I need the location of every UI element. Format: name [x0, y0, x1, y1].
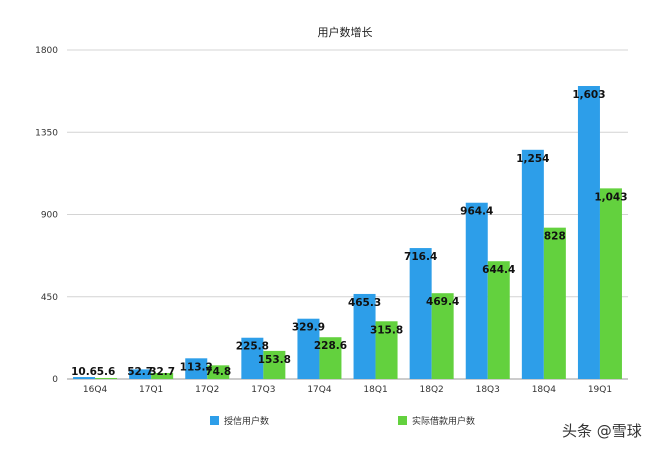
bar-borrowers-17Q2 [207, 365, 230, 379]
bar-borrowers-19Q1 [599, 188, 622, 379]
data-label: 964.4 [460, 206, 493, 218]
x-tick-label: 18Q1 [363, 385, 387, 395]
bar-authorized-17Q4 [297, 318, 320, 379]
bar-authorized-19Q1 [577, 86, 600, 379]
x-tick-label: 17Q4 [307, 385, 332, 395]
y-axis-ticks: 0 450 900 1350 1800 [35, 46, 58, 385]
x-tick-label: 17Q3 [251, 385, 275, 395]
bar-borrowers-18Q2 [431, 293, 454, 379]
bar-borrowers-16Q4 [95, 377, 118, 379]
data-label: 10.6 [71, 366, 97, 378]
data-label: 32.7 [149, 366, 175, 378]
bar-borrowers-18Q4 [543, 227, 566, 379]
data-label: 74.8 [205, 366, 231, 378]
legend-swatch-borrowers [398, 416, 407, 425]
data-label: 5.6 [97, 366, 116, 378]
legend-label-authorized: 授信用户数 [224, 415, 269, 427]
x-tick-label: 17Q2 [195, 385, 219, 395]
data-label: 465.3 [348, 297, 381, 309]
x-tick-label: 17Q1 [139, 385, 163, 395]
bar-authorized-18Q4 [521, 149, 544, 379]
data-label: 113.2 [180, 361, 213, 373]
bar-authorized-18Q1 [353, 293, 376, 379]
legend: 授信用户数 实际借款用户数 [210, 415, 475, 427]
legend-label-borrowers: 实际借款用户数 [412, 415, 475, 427]
data-label: 329.9 [292, 322, 325, 334]
x-axis-ticks: 16Q4 17Q1 17Q2 17Q3 17Q4 18Q1 18Q2 18Q3 18Q4 19Q1 [83, 385, 612, 395]
x-tick-label: 18Q4 [532, 385, 557, 395]
data-label: 1,254 [516, 153, 549, 165]
data-label: 716.4 [404, 251, 437, 263]
x-tick-label: 16Q4 [83, 385, 108, 395]
bar-authorized-18Q3 [465, 202, 488, 379]
data-label: 1,043 [594, 191, 627, 203]
x-tick-label: 18Q2 [420, 385, 444, 395]
bar-borrowers-17Q3 [263, 350, 286, 379]
data-label: 153.8 [258, 354, 291, 366]
data-label: 828 [544, 231, 566, 243]
data-label: 644.4 [482, 264, 515, 276]
data-label: 228.6 [314, 340, 347, 352]
data-label: 315.8 [370, 324, 403, 336]
x-tick-label: 18Q3 [476, 385, 500, 395]
data-label: 1,603 [572, 89, 605, 101]
legend-swatch-authorized [210, 416, 219, 425]
x-tick-label: 19Q1 [588, 385, 612, 395]
data-label: 469.4 [426, 296, 459, 308]
bar-borrowers-17Q4 [319, 337, 342, 379]
y-tick-label: 900 [41, 211, 58, 221]
bar-authorized-18Q2 [409, 248, 432, 379]
chart-title: 用户数增长 [318, 25, 373, 39]
bar-authorized-17Q3 [241, 337, 264, 379]
bar-borrowers-17Q1 [151, 373, 174, 379]
y-tick-label: 1350 [35, 128, 58, 138]
bar-authorized-17Q1 [129, 369, 152, 379]
bar-borrowers-18Q3 [487, 261, 510, 379]
bar-authorized-17Q2 [185, 358, 208, 379]
watermark: 头条 @雪球 [562, 422, 642, 440]
bar-borrowers-18Q1 [375, 321, 398, 379]
y-tick-label: 450 [41, 293, 58, 303]
bars [73, 86, 622, 379]
y-tick-label: 1800 [35, 46, 58, 56]
bar-authorized-16Q4 [73, 377, 96, 379]
data-label: 52.7 [127, 366, 153, 378]
data-label: 225.8 [236, 341, 269, 353]
y-tick-label: 0 [52, 375, 58, 385]
